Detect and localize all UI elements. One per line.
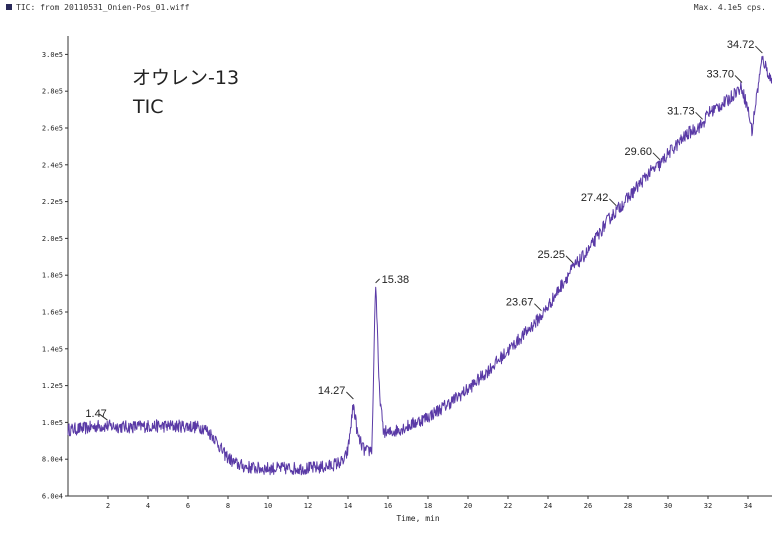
x-tick-label: 6 [186,502,190,510]
x-tick-label: 14 [344,502,352,510]
annotation-leader [99,413,108,421]
y-tick-label: 2.2e5 [42,198,63,206]
x-tick-label: 16 [384,502,392,510]
x-ticks: 2 4 6 8 10 12 14 16 18 20 22 24 26 28 30 32 34 [106,496,752,510]
y-tick-label: 8.0e4 [42,456,63,464]
x-tick-label: 2 [106,502,110,510]
y-tick-label: 1.8e5 [42,272,63,280]
x-tick-label: 18 [424,502,432,510]
y-tick-label: 1.6e5 [42,309,63,317]
annotation-leader [565,255,574,264]
peak-label: 25.25 [537,249,565,261]
peak-label: 14.27 [318,385,346,397]
header-max: Max. 4.1e5 cps. [694,3,766,12]
annotation-leader [755,45,763,54]
annotation-leader [375,278,380,284]
x-tick-label: 4 [146,502,150,510]
chart-title: オウレン-13 [132,67,239,89]
annotation-leader [734,75,743,83]
peak-label: 33.70 [706,69,734,81]
peak-label: 1.47 [85,408,106,420]
annotation-leader [534,303,542,312]
series-line-0 [67,55,772,476]
x-axis-label: Time, min [396,514,440,523]
x-tick-label: 12 [304,502,312,510]
peak-label: 29.60 [624,146,652,158]
y-tick-label: 6.0e4 [42,493,63,501]
y-tick-label: 2.8e5 [42,88,63,96]
y-tick-label: 1.4e5 [42,345,63,353]
peak-label: 27.42 [581,192,609,204]
annotation-leader [695,111,703,120]
x-tick-label: 26 [584,502,592,510]
x-tick-label: 10 [264,502,272,510]
y-ticks: 6.0e4 8.0e4 1.0e5 1.2e5 1.4e5 1.6e5 1.8e5 2.0e5… [42,51,68,501]
x-tick-label: 34 [744,502,752,510]
chart-subtitle: TIC [132,96,163,118]
x-tick-label: 28 [624,502,632,510]
y-tick-label: 1.2e5 [42,382,63,390]
peak-label: 23.67 [506,297,534,309]
y-tick-label: 2.4e5 [42,161,63,169]
x-tick-label: 32 [704,502,712,510]
peak-label: 15.38 [382,274,410,286]
series-group [67,55,772,476]
x-tick-label: 8 [226,502,230,510]
x-tick-label: 24 [544,502,552,510]
peak-annotations: 1.47 14.27 15.38 23.67 25.25 27.42 29.60 31.73 3… [85,39,763,421]
y-tick-label: 2.0e5 [42,235,63,243]
y-tick-label: 1.0e5 [42,419,63,427]
x-tick-label: 30 [664,502,672,510]
y-tick-label: 3.0e5 [42,51,63,59]
annotation-leader [346,391,354,400]
header-square-icon [6,4,12,10]
annotation-leader [609,198,617,207]
x-tick-label: 22 [504,502,512,510]
x-tick-label: 20 [464,502,472,510]
y-tick-label: 2.6e5 [42,125,63,133]
header-title: TIC: from 20110531_Onien-Pos_01.wiff [16,3,190,12]
annotation-leader [652,152,661,161]
peak-label: 34.72 [727,39,755,51]
peak-label: 31.73 [667,105,695,117]
